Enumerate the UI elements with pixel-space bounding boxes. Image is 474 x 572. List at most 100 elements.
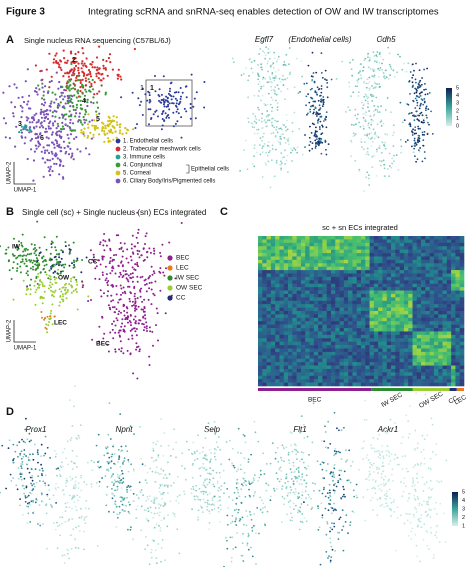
cell-point [367, 55, 369, 57]
heatmap-cell [370, 376, 375, 380]
heatmap-cell [344, 318, 349, 322]
heatmap-cell [288, 301, 293, 305]
heatmap-cell [348, 280, 353, 284]
heatmap-cell [408, 284, 413, 288]
cell-point [50, 166, 52, 168]
heatmap-cell [258, 260, 263, 264]
heatmap-cell [421, 277, 426, 281]
cell-point [426, 68, 428, 70]
heatmap-cell [408, 379, 413, 383]
cell-point [26, 287, 28, 289]
label: LEC [54, 320, 67, 327]
cell-point [105, 475, 107, 477]
heatmap-cell [374, 369, 379, 373]
label: Egfl7 [255, 35, 274, 44]
label: CC [176, 295, 186, 302]
heatmap-cell [438, 301, 443, 305]
heatmap-cell [267, 369, 272, 373]
heatmap-cell [400, 246, 405, 250]
heatmap-cell [258, 376, 263, 380]
heatmap-cell [434, 256, 439, 260]
heatmap-cell [382, 304, 387, 308]
heatmap-cell [387, 318, 392, 322]
heatmap-cell [443, 304, 448, 308]
cell-point [87, 462, 89, 464]
cell-point [109, 262, 111, 264]
cell-point [144, 314, 146, 316]
heatmap-cell [352, 297, 357, 301]
heatmap-cell [400, 362, 405, 366]
cell-point [377, 106, 379, 108]
cell-point [122, 250, 124, 252]
heatmap-cell [374, 352, 379, 356]
heatmap-cell [382, 335, 387, 339]
cell-point [119, 497, 121, 499]
cell-point [411, 146, 413, 148]
cell-point [54, 120, 56, 122]
cell-point [54, 93, 56, 95]
cell-point [60, 291, 62, 293]
cell-point [361, 146, 363, 148]
heatmap-cell [361, 331, 366, 335]
heatmap-cell [292, 291, 297, 295]
cell-point [353, 132, 355, 134]
cell-point [121, 487, 123, 489]
cell-point [267, 52, 269, 54]
cell-point [371, 122, 373, 124]
cell-point [271, 159, 273, 161]
heatmap-cell [370, 352, 375, 356]
cell-point [296, 58, 298, 60]
heatmap-cell [357, 318, 362, 322]
heatmap-cell [404, 325, 409, 329]
cell-point [49, 159, 51, 161]
heatmap-cell [327, 372, 332, 376]
heatmap-cell [318, 250, 323, 254]
heatmap-cell [382, 331, 387, 335]
cell-point [373, 155, 375, 157]
heatmap-cell [314, 372, 319, 376]
cell-point [148, 299, 150, 301]
heatmap-cell [275, 263, 280, 267]
cell-point [51, 283, 53, 285]
heatmap-cell [391, 342, 396, 346]
cell-point [67, 464, 69, 466]
heatmap-cell [262, 246, 267, 250]
cell-point [99, 243, 101, 245]
cell-point [41, 473, 43, 475]
cell-point [325, 116, 327, 118]
cell-point [83, 75, 85, 77]
cell-point [51, 241, 53, 243]
heatmap-cell [327, 359, 332, 363]
heatmap-cell [327, 270, 332, 274]
heatmap-cell [292, 349, 297, 353]
heatmap-cell [425, 325, 430, 329]
cell-point [347, 106, 349, 108]
heatmap-cell [382, 274, 387, 278]
heatmap-cell [262, 263, 267, 267]
cell-point [247, 80, 249, 82]
heatmap-cell [318, 349, 323, 353]
heatmap-cell [395, 321, 400, 325]
heatmap-cell [400, 321, 405, 325]
heatmap-cell [271, 253, 276, 257]
cell-point [368, 154, 370, 156]
cell-point [360, 77, 362, 79]
heatmap-cell [438, 294, 443, 298]
heatmap-cell [327, 345, 332, 349]
cell-point [10, 480, 12, 482]
heatmap-cell [374, 321, 379, 325]
cell-point [298, 92, 300, 94]
cell-point [44, 327, 46, 329]
cell-point [21, 135, 23, 137]
heatmap-cell [301, 359, 306, 363]
cell-point [73, 494, 75, 496]
label: Single nucleus RNA sequencing (C57BL/6J) [24, 36, 171, 45]
cell-point [287, 129, 289, 131]
cell-point [363, 66, 365, 68]
heatmap-cell [357, 267, 362, 271]
cell-point [135, 300, 137, 302]
heatmap-cell [284, 243, 289, 247]
cell-point [22, 461, 24, 463]
heatmap-cell [378, 318, 383, 322]
cell-point [120, 340, 122, 342]
